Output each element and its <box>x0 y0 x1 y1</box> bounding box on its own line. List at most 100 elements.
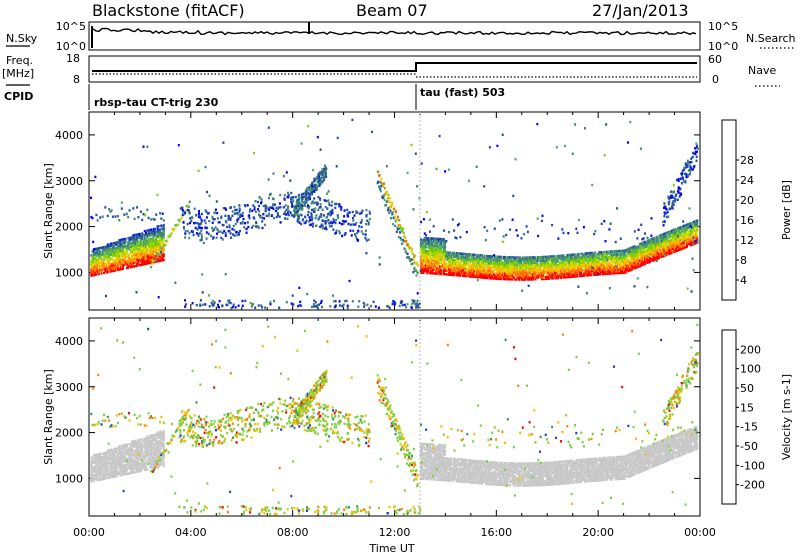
power-cell <box>478 261 481 264</box>
power-cell <box>201 212 203 216</box>
power-cell <box>318 182 321 186</box>
velocity-cell <box>110 459 113 462</box>
power-cell <box>312 208 315 211</box>
power-cell <box>665 250 668 253</box>
power-cell <box>656 255 659 258</box>
power-cell <box>622 255 625 258</box>
power-cell <box>129 245 132 249</box>
velocity-cell <box>96 479 99 482</box>
power-cell <box>666 238 669 241</box>
power-cell <box>159 235 161 239</box>
power-cell <box>603 259 606 263</box>
power-cell <box>588 253 590 257</box>
power-cell <box>233 205 236 209</box>
power-cell <box>334 202 337 206</box>
power-cell <box>645 256 648 260</box>
power-cell <box>365 239 368 242</box>
power-cell <box>502 257 505 261</box>
power-cell <box>598 269 601 272</box>
power-cell <box>607 267 610 270</box>
power-cell <box>497 266 500 269</box>
power-cell <box>484 262 487 265</box>
power-cell <box>482 276 485 279</box>
power-cell <box>691 223 694 226</box>
power-cell <box>675 234 678 238</box>
power-cell <box>575 227 578 230</box>
power-cell <box>155 234 158 238</box>
power-cell <box>631 257 634 260</box>
power-cell <box>641 238 644 241</box>
power-cell <box>215 236 218 239</box>
power-cell <box>495 260 498 264</box>
velocity-cell <box>92 478 95 481</box>
power-cell <box>602 260 604 263</box>
power-cell <box>680 238 683 241</box>
power-cell <box>473 257 476 260</box>
power-cell <box>458 254 461 257</box>
power-cell <box>677 191 680 194</box>
power-cell <box>136 244 139 247</box>
power-cell <box>282 174 285 178</box>
power-cell <box>416 302 419 305</box>
power-cell <box>427 264 430 267</box>
power-cell <box>504 266 506 270</box>
power-cell <box>421 251 424 254</box>
power-cell <box>664 243 667 246</box>
power-cell <box>651 239 654 242</box>
velocity-cell <box>99 463 102 467</box>
power-cell <box>114 269 117 272</box>
power-cell <box>122 260 125 263</box>
power-cell <box>526 267 529 270</box>
power-cell <box>631 249 634 253</box>
power-cell <box>548 271 551 275</box>
power-cell <box>677 227 680 230</box>
power-cell <box>605 265 608 268</box>
power-cell <box>434 237 436 240</box>
power-cell <box>579 265 582 269</box>
power-cell <box>422 258 425 262</box>
power-cell <box>309 196 312 199</box>
power-cell <box>160 257 163 260</box>
power-cell <box>491 266 494 269</box>
power-cell <box>642 250 645 253</box>
power-cell <box>599 265 602 269</box>
power-cell <box>580 263 583 267</box>
power-cell <box>147 240 150 243</box>
power-cell <box>642 263 645 266</box>
power-cell <box>530 261 533 265</box>
power-cell <box>518 256 520 259</box>
power-cell <box>115 265 118 268</box>
power-cell <box>678 244 681 248</box>
power-cell <box>641 241 644 245</box>
power-cell <box>473 264 476 267</box>
power-cell <box>314 301 317 304</box>
power-cell <box>199 239 202 242</box>
power-cell <box>646 258 649 261</box>
power-cell <box>108 261 111 264</box>
power-cell <box>523 271 526 274</box>
power-cell <box>688 164 691 167</box>
power-cell <box>663 251 666 254</box>
velocity-cell <box>109 452 112 455</box>
power-cell <box>142 233 145 237</box>
power-cell <box>119 251 122 254</box>
power-cell <box>512 276 515 279</box>
power-cell <box>316 177 319 180</box>
power-cell <box>134 264 137 268</box>
power-cell <box>589 259 592 262</box>
power-cell <box>495 264 498 267</box>
power-cell <box>600 267 603 270</box>
power-cell <box>155 245 158 249</box>
power-cell <box>676 190 679 193</box>
power-cell <box>572 262 575 265</box>
power-cell <box>616 257 618 260</box>
power-cell <box>622 262 625 265</box>
power-cell <box>670 242 673 245</box>
power-cell <box>532 265 534 268</box>
power-cell <box>498 277 501 281</box>
power-cell <box>542 261 545 264</box>
power-cell <box>436 270 439 274</box>
power-cell <box>444 269 447 272</box>
power-cell <box>534 269 537 272</box>
power-cell <box>425 255 428 258</box>
